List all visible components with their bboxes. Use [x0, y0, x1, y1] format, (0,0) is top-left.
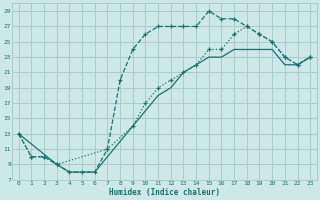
X-axis label: Humidex (Indice chaleur): Humidex (Indice chaleur) [109, 188, 220, 197]
